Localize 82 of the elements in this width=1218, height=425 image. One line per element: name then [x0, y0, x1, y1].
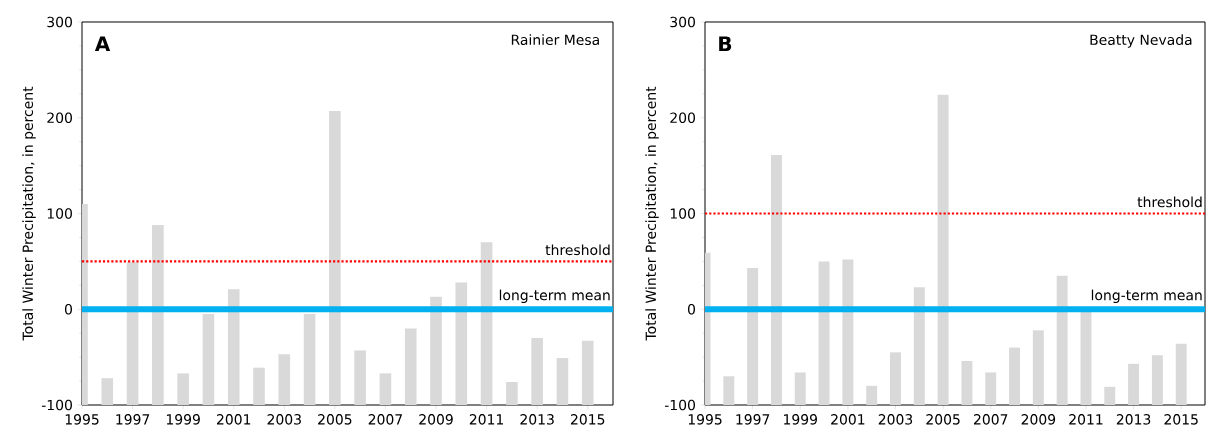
- bar: [818, 261, 830, 405]
- x-tick-label: 2001: [831, 414, 865, 425]
- bar: [227, 289, 240, 405]
- x-tick-label: 2003: [267, 414, 301, 425]
- bar: [531, 337, 543, 405]
- bar: [747, 268, 759, 405]
- bar: [404, 328, 417, 405]
- text: Rainier Mesa: [511, 34, 599, 46]
- y-tick-label: 300: [670, 16, 695, 28]
- y-tick-label: 100: [47, 208, 72, 219]
- bar: [961, 360, 973, 405]
- x-tick-label: 2007: [973, 414, 1008, 425]
- bar: [1056, 275, 1068, 405]
- ref-line-label: threshold: [1137, 196, 1202, 208]
- bar: [794, 372, 806, 405]
- bar: [126, 262, 139, 405]
- x-tick-label: 2005: [926, 414, 960, 425]
- bar: [202, 314, 215, 405]
- bar: [101, 378, 114, 405]
- x-tick-label: 2005: [318, 414, 352, 425]
- bar: [303, 314, 316, 405]
- bar: [278, 354, 291, 405]
- bar: [329, 111, 341, 405]
- x-tick-label: 2015: [570, 414, 605, 425]
- bar: [866, 385, 878, 405]
- bar: [581, 340, 594, 405]
- x-tick-label: 2003: [878, 414, 913, 425]
- x-tick-label: 1999: [784, 414, 817, 425]
- bar: [177, 373, 189, 405]
- bar: [842, 259, 854, 405]
- y-tick-label: 200: [670, 112, 695, 124]
- bar: [723, 376, 735, 405]
- bar: [1151, 355, 1163, 405]
- bar: [1128, 363, 1140, 405]
- y-tick-label: 200: [47, 112, 72, 124]
- bar: [152, 224, 164, 405]
- x-tick-label: 2015: [1164, 414, 1198, 425]
- bar: [985, 372, 997, 405]
- bar: [1080, 311, 1092, 405]
- x-tick-label: 2001: [216, 414, 251, 425]
- bar: [1032, 330, 1044, 405]
- x-tick-label: 2009: [1021, 414, 1056, 425]
- bar: [253, 367, 265, 405]
- bar: [556, 358, 569, 405]
- y-axis-title: Total Winter Precipitation, in percent: [22, 86, 36, 341]
- x-tick-label: 2011: [1069, 414, 1103, 425]
- x-tick-label: 1997: [116, 414, 150, 425]
- bar: [430, 296, 442, 405]
- bar: [354, 350, 366, 405]
- annotation: A: [94, 36, 111, 51]
- x-tick-label: 2009: [419, 414, 453, 425]
- annotation: B: [719, 36, 732, 51]
- x-tick-label: 1999: [166, 414, 200, 425]
- bar: [1104, 386, 1116, 405]
- y-tick-label: -100: [41, 399, 72, 411]
- text: Beatty Nevada: [1090, 34, 1192, 48]
- bar: [890, 352, 901, 405]
- bar: [1175, 343, 1187, 405]
- y-tick-label: 0: [64, 303, 72, 315]
- ref-line-label: long-term mean: [1091, 289, 1202, 304]
- ref-line-label: threshold: [545, 244, 610, 256]
- bar: [770, 155, 782, 405]
- bar: [506, 382, 518, 405]
- x-tick-label: 1995: [65, 414, 99, 425]
- bar: [1009, 347, 1021, 405]
- x-tick-label: 2013: [520, 414, 554, 425]
- bar: [480, 242, 493, 405]
- x-tick-label: 1997: [736, 414, 770, 425]
- bar: [937, 94, 949, 405]
- x-tick-label: 2011: [469, 414, 504, 425]
- x-tick-label: 2013: [1116, 414, 1151, 425]
- y-tick-label: 100: [670, 208, 695, 219]
- y-axis-title: Total Winter Precipitation, in percent: [645, 86, 659, 341]
- y-tick-label: 300: [47, 16, 72, 28]
- y-tick-label: -100: [664, 399, 695, 411]
- bar: [455, 282, 468, 405]
- bar: [379, 373, 392, 405]
- x-tick-label: 2007: [368, 414, 402, 425]
- x-tick-label: 1995: [688, 414, 722, 425]
- y-tick-label: 0: [687, 303, 695, 315]
- bar: [913, 287, 925, 405]
- ref-line-label: long-term mean: [499, 289, 610, 304]
